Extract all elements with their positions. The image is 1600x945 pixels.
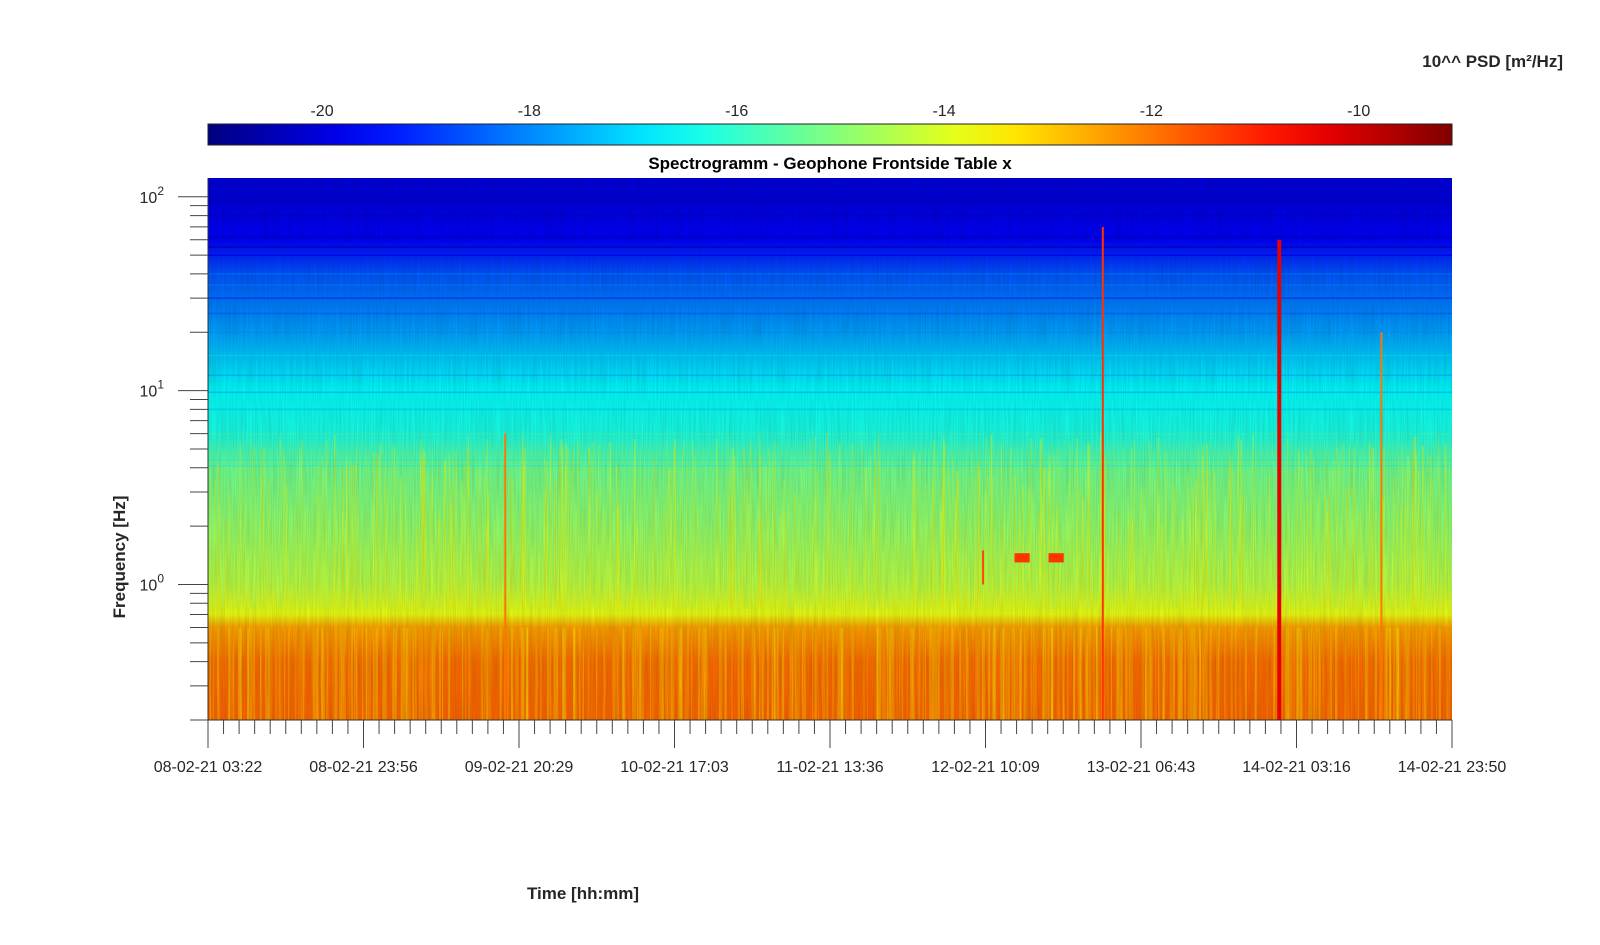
event-mark	[1014, 553, 1030, 563]
y-axis: 100 101 102	[140, 178, 209, 721]
spectrogram-field	[208, 178, 1452, 720]
x-tick-label: 14-02-21 23:50	[1398, 759, 1507, 776]
x-axis-label: Time [hh:mm]	[527, 884, 639, 903]
x-tick-label: 09-02-21 20:29	[465, 759, 574, 776]
y-tick-label: 101	[140, 378, 165, 401]
event-marks	[504, 226, 1383, 720]
colorbar-tick-label: -14	[932, 103, 955, 120]
x-tick-label: 13-02-21 06:43	[1087, 759, 1196, 776]
x-axis: 08-02-21 03:22 08-02-21 23:56 09-02-21 20:…	[154, 719, 1507, 776]
colorbar-tick-label: -18	[518, 103, 541, 120]
event-mark	[1048, 553, 1064, 563]
x-tick-label: 12-02-21 10:09	[931, 759, 1040, 776]
colorbar-tick-label: -10	[1347, 103, 1370, 120]
colorbar	[207, 123, 1453, 146]
y-tick-label: 100	[140, 572, 165, 595]
y-tick-label: 102	[140, 184, 165, 207]
colorbar-tick-label: -20	[310, 103, 333, 120]
chart-title: Spectrogramm - Geophone Frontside Table …	[648, 154, 1012, 173]
x-tick-label: 08-02-21 03:22	[154, 759, 263, 776]
colorbar-label: 10^^ PSD [m²/Hz]	[1422, 52, 1563, 71]
y-axis-label: Frequency [Hz]	[110, 496, 129, 619]
colorbar-tick-label: -16	[725, 103, 748, 120]
x-tick-label: 08-02-21 23:56	[309, 759, 418, 776]
x-tick-label: 10-02-21 17:03	[620, 759, 729, 776]
x-tick-label: 11-02-21 13:36	[776, 759, 883, 776]
colorbar-tick-label: -12	[1140, 103, 1163, 120]
colorbar-ticks: -20 -18 -16 -14 -12 -10	[310, 103, 1370, 145]
x-tick-label: 14-02-21 03:16	[1242, 759, 1351, 776]
